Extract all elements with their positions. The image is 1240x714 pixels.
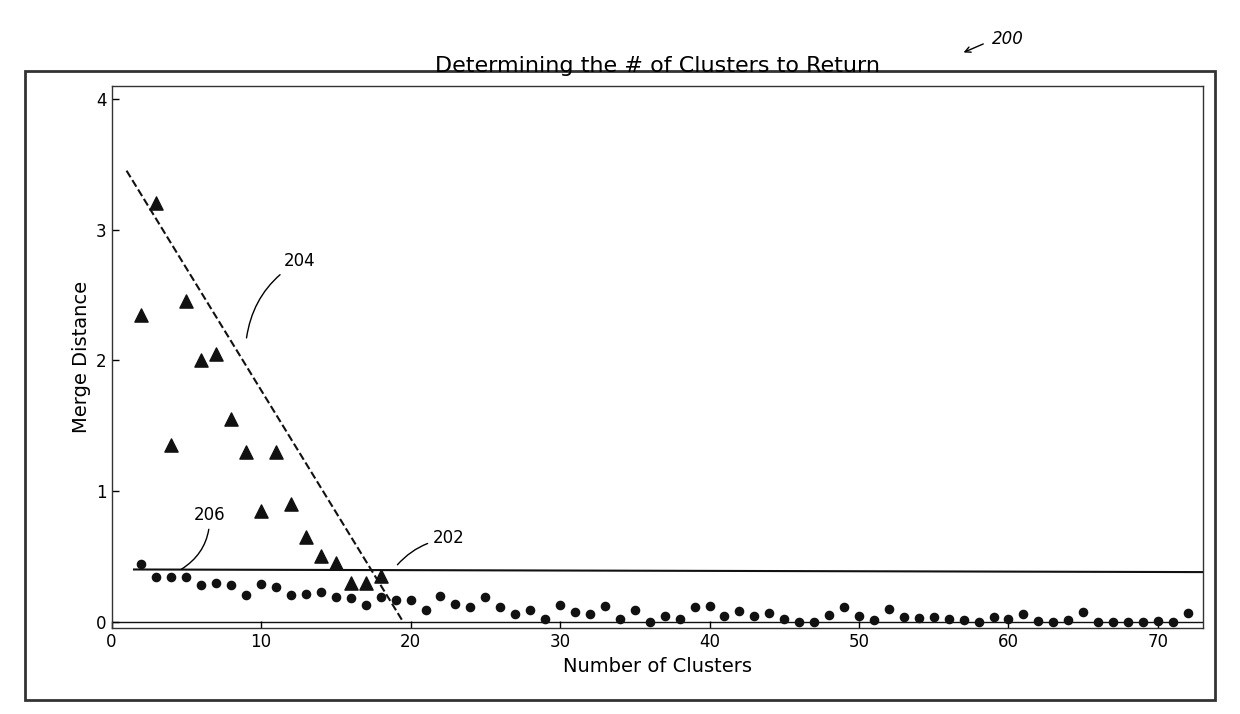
- Point: [744, 610, 764, 622]
- Point: [1013, 608, 1033, 620]
- Point: [296, 588, 316, 600]
- Point: [460, 601, 480, 613]
- Point: [161, 440, 181, 451]
- Point: [326, 591, 346, 603]
- Point: [894, 611, 914, 623]
- Point: [505, 608, 525, 620]
- Text: 202: 202: [398, 529, 465, 565]
- Point: [281, 589, 301, 600]
- Point: [998, 614, 1018, 625]
- Point: [924, 611, 944, 623]
- Point: [1163, 616, 1183, 628]
- Text: 204: 204: [247, 252, 315, 338]
- Point: [236, 589, 255, 600]
- Point: [1148, 615, 1168, 627]
- Point: [415, 604, 435, 615]
- Point: [1089, 615, 1109, 627]
- Point: [670, 613, 689, 625]
- Point: [236, 446, 255, 458]
- Point: [729, 605, 749, 617]
- Point: [341, 593, 361, 604]
- Point: [1118, 616, 1138, 628]
- Point: [131, 308, 151, 320]
- Point: [1059, 614, 1079, 625]
- Point: [1104, 616, 1123, 628]
- Point: [521, 604, 541, 615]
- Point: [551, 599, 570, 610]
- Point: [939, 613, 959, 625]
- Point: [221, 579, 241, 590]
- Point: [954, 614, 973, 625]
- Point: [386, 594, 405, 605]
- Point: [849, 610, 869, 622]
- Point: [1133, 616, 1153, 628]
- Point: [206, 348, 226, 359]
- Point: [267, 582, 286, 593]
- Point: [161, 571, 181, 583]
- Point: [191, 355, 211, 366]
- Point: [774, 614, 794, 625]
- Point: [401, 595, 420, 606]
- Point: [371, 570, 391, 582]
- X-axis label: Number of Clusters: Number of Clusters: [563, 657, 751, 675]
- Point: [445, 598, 465, 610]
- Point: [820, 609, 839, 620]
- Point: [759, 608, 779, 619]
- Point: [341, 577, 361, 588]
- Point: [221, 413, 241, 425]
- Point: [176, 571, 196, 583]
- Y-axis label: Merge Distance: Merge Distance: [72, 281, 91, 433]
- Point: [311, 550, 331, 562]
- Point: [311, 586, 331, 598]
- Point: [909, 612, 929, 623]
- Point: [191, 579, 211, 590]
- Point: [580, 608, 600, 620]
- Point: [326, 557, 346, 568]
- Point: [252, 578, 272, 590]
- Point: [296, 531, 316, 543]
- Point: [176, 296, 196, 307]
- Point: [1028, 615, 1048, 627]
- Point: [1178, 608, 1198, 619]
- Point: [146, 571, 166, 583]
- Point: [655, 610, 675, 622]
- Point: [252, 505, 272, 516]
- Point: [490, 601, 510, 613]
- Point: [805, 616, 825, 628]
- Point: [640, 616, 660, 628]
- Title: Determining the # of Clusters to Return: Determining the # of Clusters to Return: [435, 56, 879, 76]
- Point: [879, 603, 899, 615]
- Point: [835, 601, 854, 613]
- Point: [565, 606, 585, 618]
- Point: [684, 602, 704, 613]
- Point: [714, 610, 734, 622]
- Point: [131, 558, 151, 570]
- Point: [983, 611, 1003, 623]
- Point: [610, 613, 630, 625]
- Point: [356, 577, 376, 588]
- Point: [536, 613, 556, 625]
- Point: [625, 604, 645, 615]
- Point: [699, 600, 719, 612]
- Point: [968, 616, 988, 628]
- Point: [1074, 606, 1094, 618]
- Point: [864, 614, 884, 625]
- Point: [356, 599, 376, 610]
- Point: [475, 591, 495, 603]
- Point: [1043, 616, 1063, 628]
- Point: [206, 578, 226, 589]
- Text: 200: 200: [992, 30, 1024, 49]
- Point: [371, 591, 391, 603]
- Point: [430, 590, 450, 602]
- Point: [146, 198, 166, 209]
- Point: [281, 498, 301, 510]
- Point: [267, 446, 286, 458]
- Text: 206: 206: [181, 506, 226, 569]
- Point: [595, 600, 615, 612]
- Point: [790, 616, 810, 628]
